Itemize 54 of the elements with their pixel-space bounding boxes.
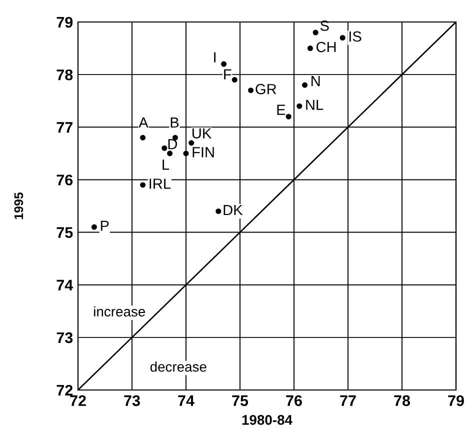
- y-tick-label: 77: [56, 122, 72, 133]
- annotation: DK: [224, 204, 243, 216]
- annotation: D: [168, 139, 178, 150]
- y-tick-label: 75: [56, 227, 73, 238]
- y-axis-title: 1995: [14, 192, 24, 220]
- annotation: F: [224, 69, 232, 80]
- annotation: IRL: [150, 178, 171, 189]
- point: [232, 77, 238, 83]
- x-tick-label: 79: [448, 395, 464, 406]
- point: [183, 150, 189, 156]
- x-tick-label: 76: [286, 395, 302, 406]
- annotation: P: [100, 220, 109, 231]
- annotation: GR: [256, 84, 276, 94]
- point: [140, 182, 146, 188]
- annotation: I: [214, 52, 216, 62]
- annotation: E: [277, 104, 286, 115]
- annotation: NL: [306, 100, 324, 110]
- annotation: increase: [94, 306, 145, 317]
- annotation: UK: [192, 128, 212, 138]
- point: [140, 134, 146, 140]
- y-tick-label: 79: [56, 16, 73, 28]
- y-tick-label: 72: [56, 384, 73, 396]
- point: [216, 208, 222, 214]
- point: [188, 140, 194, 146]
- y-tick-label: 74: [56, 280, 74, 290]
- annotation: B: [170, 118, 179, 128]
- x-axis-title: 1980-84: [242, 415, 292, 425]
- point: [167, 150, 173, 156]
- annotation: decrease: [150, 362, 206, 372]
- x-tick-label: 75: [232, 395, 248, 406]
- x-tick-label: 74: [178, 395, 194, 406]
- point: [296, 103, 302, 109]
- x-tick-label: 72: [70, 395, 86, 406]
- y-tick-label: 78: [56, 69, 73, 80]
- x-tick-label: 77: [340, 395, 356, 406]
- x-tick-label: 78: [394, 395, 410, 406]
- annotation: CH: [316, 42, 336, 52]
- annotation: L: [162, 160, 170, 170]
- point: [162, 145, 168, 151]
- point: [248, 88, 254, 94]
- point: [307, 46, 313, 52]
- point: [340, 34, 346, 41]
- point: [286, 114, 292, 120]
- point: [91, 224, 97, 230]
- y-tick-label: 76: [56, 174, 73, 186]
- annotation: N: [312, 76, 320, 86]
- y-tick-label: 73: [56, 332, 73, 344]
- annotation: IS: [350, 31, 362, 42]
- annotation: FIN: [192, 147, 214, 158]
- point: [312, 30, 318, 36]
- point: [302, 82, 308, 88]
- annotation: A: [138, 118, 148, 128]
- point: [221, 61, 227, 67]
- x-tick-label: 73: [124, 395, 140, 406]
